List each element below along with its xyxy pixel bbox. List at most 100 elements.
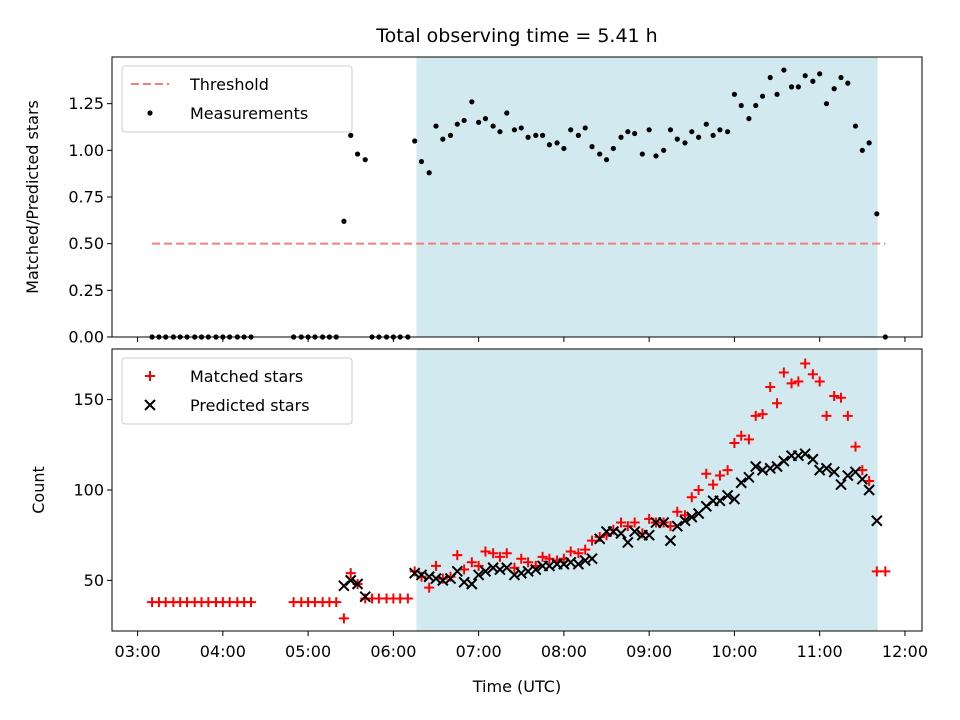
measurement-point: [440, 136, 446, 142]
measurement-point: [597, 151, 603, 157]
legend-label: Measurements: [190, 104, 308, 123]
matched-point: [701, 468, 712, 479]
matched-point: [880, 566, 891, 577]
predicted-point: [615, 527, 627, 540]
legend-label: Predicted stars: [190, 396, 310, 415]
predicted-point: [856, 473, 869, 485]
predicted-point: [714, 495, 726, 507]
measurement-point: [674, 136, 680, 142]
y-tick-label: 0.50: [68, 234, 104, 253]
figure-title: Total observing time = 5.41 h: [375, 25, 657, 47]
matched-point: [565, 546, 576, 557]
matched-point: [345, 568, 356, 579]
matched-point: [509, 562, 520, 573]
measurement-point: [362, 157, 368, 163]
predicted-point: [579, 554, 591, 567]
matched-point: [402, 593, 413, 604]
measurement-point: [447, 132, 454, 138]
measurement-point: [412, 138, 418, 144]
predicted-point: [643, 529, 655, 541]
x-tick-label: 07:00: [456, 642, 502, 661]
predicted-point: [558, 558, 570, 570]
predicted-point: [743, 471, 755, 484]
matched-point: [523, 557, 534, 568]
x-tick-label: 05:00: [285, 642, 331, 661]
measurement-point: [618, 134, 624, 140]
matched-point: [616, 517, 627, 528]
matched-point: [338, 613, 349, 624]
observing-window-span: [416, 349, 878, 631]
matched-point: [637, 528, 648, 539]
measurement-point: [874, 211, 880, 217]
predicted-point: [622, 536, 634, 549]
measurement-point: [759, 93, 766, 99]
measurement-point: [852, 123, 859, 129]
measurement-point: [866, 140, 872, 146]
measurement-point: [753, 102, 759, 109]
measurement-point: [646, 127, 652, 133]
legend-label: Matched stars: [190, 367, 303, 386]
y-tick-label: 0.75: [68, 188, 104, 207]
matched-point: [672, 506, 683, 517]
matched-point: [722, 465, 733, 476]
predicted-point: [628, 525, 641, 538]
measurement-point: [788, 84, 795, 90]
matched-point: [537, 551, 548, 562]
measurement-point: [781, 67, 787, 73]
predicted-point: [671, 520, 684, 532]
predicted-point: [750, 460, 762, 473]
y-tick-label: 50: [84, 571, 104, 590]
measurement-point: [469, 99, 475, 105]
measurement-point: [476, 119, 482, 125]
matched-point: [679, 510, 690, 521]
measurement-point: [603, 157, 610, 163]
predicted-point: [807, 453, 819, 465]
matched-point: [466, 557, 477, 568]
measurement-point: [454, 121, 460, 127]
predicted-point: [466, 578, 478, 590]
measurement-point: [589, 144, 595, 150]
matched-point: [736, 430, 747, 441]
matched-point: [594, 532, 605, 542]
matched-point: [480, 546, 491, 557]
y-tick-label: 1.00: [68, 141, 104, 160]
measurement-point: [539, 132, 546, 138]
measurement-point: [810, 78, 816, 84]
predicted-point: [721, 489, 734, 502]
predicted-point: [828, 466, 840, 478]
predicted-point: [820, 462, 833, 475]
measurement-point: [546, 142, 553, 148]
matched-point: [743, 434, 754, 445]
measurement-point: [838, 74, 844, 81]
predicted-point: [835, 478, 847, 491]
measurement-point: [461, 117, 467, 124]
matched-point: [750, 410, 761, 421]
matched-point: [850, 441, 861, 452]
x-tick-label: 08:00: [541, 642, 587, 661]
measurement-point: [725, 129, 731, 135]
measurement-point: [490, 123, 496, 129]
matched-point: [765, 381, 776, 392]
y-tick-label: 150: [73, 390, 104, 409]
measurement-point: [533, 132, 539, 138]
predicted-point: [430, 572, 442, 585]
matched-point: [431, 560, 441, 571]
predicted-point: [657, 516, 670, 529]
measurement-point: [482, 116, 489, 122]
measurement-point: [795, 84, 801, 90]
matched-point: [821, 410, 832, 421]
matched-point: [629, 517, 640, 528]
measurement-point: [418, 158, 425, 165]
predicted-point: [472, 569, 485, 581]
predicted-point: [586, 552, 598, 565]
y-tick-label: 0.00: [68, 328, 104, 347]
measurement-point: [497, 129, 503, 135]
predicted-point: [679, 515, 691, 527]
x-axis-title: Time (UTC): [472, 677, 561, 696]
y-axis-title: Count: [29, 466, 48, 514]
legend: Threshold Measurements: [121, 65, 353, 133]
matched-point: [864, 475, 875, 486]
measurement-point: [738, 102, 744, 109]
measurement-point: [774, 91, 780, 97]
legend-label: Threshold: [189, 75, 269, 94]
